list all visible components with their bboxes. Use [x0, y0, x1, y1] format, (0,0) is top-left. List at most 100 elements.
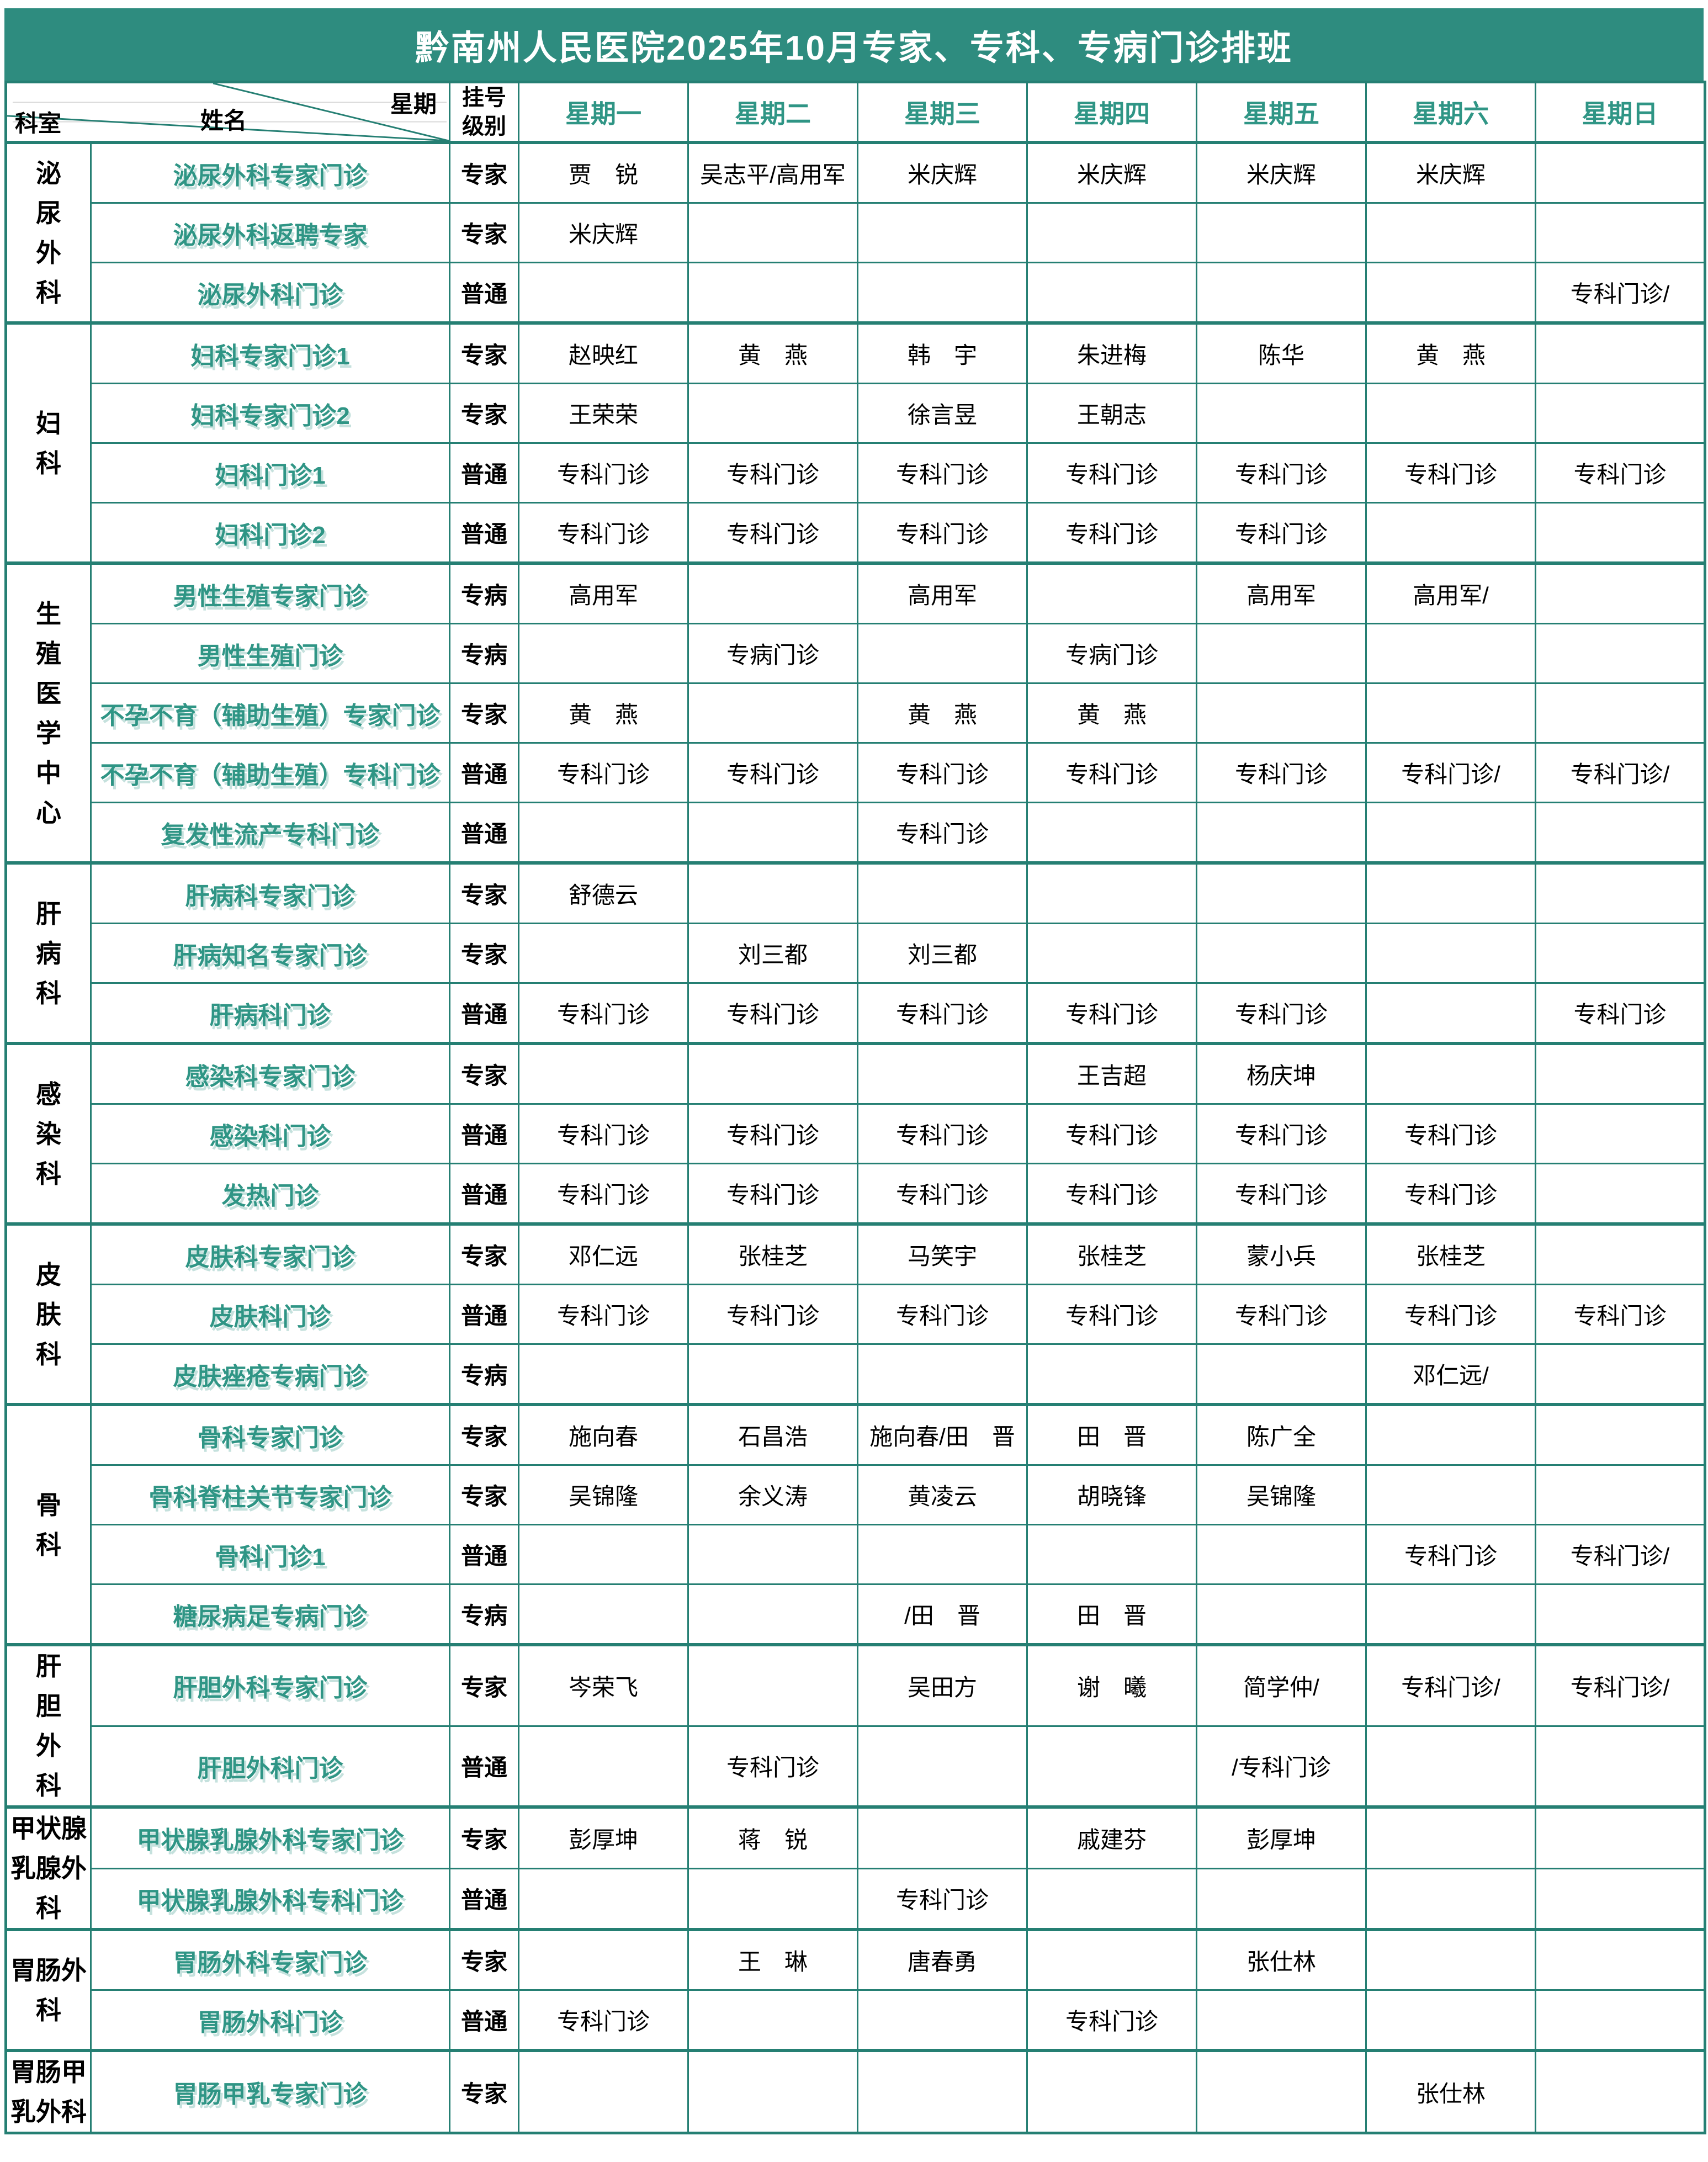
- schedule-cell: 专科门诊/: [1535, 262, 1706, 324]
- schedule-cell: [1365, 623, 1536, 684]
- schedule-cell: [1365, 202, 1536, 263]
- level-header-line: 级别: [462, 114, 506, 139]
- schedule-cell: 专科门诊: [1535, 1284, 1706, 1345]
- schedule-cell: [1196, 802, 1367, 864]
- schedule-cell: 专科门诊/: [1535, 1643, 1706, 1727]
- schedule-cell: [518, 1867, 689, 1931]
- table-row: 皮肤痤疮专病门诊 专病 邓仁远/: [6, 1343, 1706, 1406]
- schedule-cell: 专科门诊/: [1535, 1524, 1706, 1585]
- table-row: 糖尿病足专病门诊 专病/田 晋田 晋: [6, 1583, 1706, 1646]
- schedule-cell: [857, 262, 1028, 324]
- department-label-line: 肤: [36, 1300, 61, 1329]
- registration-level: 专家: [449, 1222, 519, 1285]
- schedule-cell: [1535, 1989, 1706, 2052]
- schedule-cell: 黄 燕: [1026, 682, 1197, 744]
- corner-week-label: 星期: [390, 91, 437, 117]
- day-header: 星期一: [518, 81, 689, 144]
- schedule-cell: [1535, 802, 1706, 864]
- department-label-line: 科: [36, 278, 61, 307]
- schedule-cell: 专科门诊: [687, 1284, 858, 1345]
- clinic-name: 甲状腺乳腺外科专科门诊: [90, 1867, 450, 1931]
- registration-level: 专家: [449, 682, 519, 744]
- page-title: 黔南州人民医院2025年10月专家、专科、专病门诊排班: [4, 8, 1704, 81]
- department-label: 肝病科: [5, 861, 92, 1045]
- schedule-cell: 专科门诊: [687, 442, 858, 504]
- schedule-cell: 专科门诊: [857, 1867, 1028, 1931]
- schedule-cell: 高用军: [518, 561, 689, 624]
- registration-level: 普通: [449, 1725, 519, 1808]
- schedule-cell: [1365, 861, 1536, 924]
- department-label-line: 病: [36, 939, 61, 968]
- schedule-cell: 彭厚坤: [518, 1805, 689, 1869]
- schedule-cell: 王吉超: [1026, 1042, 1197, 1105]
- schedule-cell: [1196, 923, 1367, 984]
- corner-name-label: 姓名: [200, 108, 247, 134]
- schedule-cell: [1365, 1042, 1536, 1105]
- day-header: 星期三: [857, 81, 1028, 144]
- schedule-cell: 专科门诊: [687, 1103, 858, 1164]
- table-row: 骨科门诊1 普通 专科门诊 专科门诊/: [6, 1524, 1706, 1585]
- registration-level: 普通: [449, 502, 519, 564]
- schedule-cell: 蒙小兵: [1196, 1222, 1367, 1285]
- schedule-cell: [1026, 2049, 1197, 2134]
- department-label-line: 肝: [36, 899, 61, 928]
- schedule-cell: [687, 802, 858, 864]
- schedule-cell: 专科门诊: [518, 502, 689, 564]
- table-row: 肝病科肝病科专家门诊 专家 舒德云: [5, 861, 1706, 1045]
- schedule-cell: [518, 1343, 689, 1406]
- schedule-cell: 贾 锐: [518, 141, 689, 204]
- schedule-cell: [1535, 141, 1706, 204]
- clinic-name: 骨科专家门诊: [90, 1403, 450, 1466]
- schedule-cell: 吴志平/高用军: [687, 141, 858, 204]
- table-row: 妇科门诊1 普通 专科门诊 专科门诊 专科门诊 专科门诊 专科门诊 专科门诊 专科门诊: [6, 442, 1706, 504]
- schedule-cell: 谢 曦: [1026, 1643, 1197, 1727]
- registration-level: 专家: [449, 1805, 519, 1869]
- schedule-cell: [1026, 1343, 1197, 1406]
- schedule-cell: [1196, 1989, 1367, 2052]
- table-row: 肝胆外科门诊 普通 专科门诊/专科门诊: [6, 1725, 1706, 1808]
- schedule-cell: [518, 802, 689, 864]
- table-row: 妇科专家门诊2 专家 王荣荣 徐言昱 王朝志: [6, 383, 1706, 444]
- clinic-name: 泌尿外科门诊: [90, 262, 450, 324]
- department-label-line: 乳外科: [10, 2097, 87, 2126]
- registration-level: 专家: [449, 1643, 519, 1727]
- schedule-cell: [1535, 1725, 1706, 1808]
- schedule-cell: [518, 1928, 689, 1991]
- table-row: 妇科妇科专家门诊1 专家 赵映红黄 燕韩 宇朱进梅 陈华黄 燕: [5, 321, 1706, 564]
- registration-level: 专家: [449, 1042, 519, 1105]
- day-header: 星期四: [1026, 81, 1197, 144]
- schedule-cell: [1026, 923, 1197, 984]
- table-row: 肝病知名专家门诊 专家 刘三都 刘三都: [6, 923, 1706, 984]
- table-row: 不孕不育（辅助生殖）专家门诊 专家黄 燕黄 燕黄 燕: [6, 682, 1706, 744]
- table-row: 感染科门诊 普通 专科门诊 专科门诊 专科门诊 专科门诊 专科门诊 专科门诊: [6, 1103, 1706, 1164]
- department-label-line: 甲状腺: [10, 1814, 87, 1843]
- registration-level: 普通: [449, 1989, 519, 2052]
- schedule-cell: [1026, 1928, 1197, 1991]
- schedule-cell: [687, 1989, 858, 2052]
- schedule-cell: 高用军: [1196, 561, 1367, 624]
- schedule-cell: 蒋 锐: [687, 1805, 858, 1869]
- clinic-name: 骨科脊柱关节专家门诊: [90, 1464, 450, 1525]
- schedule-cell: 杨庆坤: [1196, 1042, 1367, 1105]
- schedule-cell: 田 晋: [1026, 1583, 1197, 1646]
- table-row: 胃肠甲 乳外科 胃肠甲乳专家门诊 专家 张仕林: [5, 2049, 1706, 2134]
- schedule-cell: 专科门诊: [1026, 502, 1197, 564]
- clinic-name: 胃肠外科专家门诊: [90, 1928, 450, 1991]
- schedule-cell: 专科门诊: [518, 1163, 689, 1225]
- schedule-cell: 吴田方: [857, 1643, 1028, 1727]
- department-label-line: 胃肠甲: [10, 2058, 87, 2086]
- department-label: 胃肠外科: [5, 1928, 92, 2052]
- department-label-line: 骨: [36, 1490, 61, 1519]
- schedule-cell: 米庆辉: [518, 202, 689, 263]
- schedule-cell: [1196, 861, 1367, 924]
- schedule-cell: /田 晋: [857, 1583, 1028, 1646]
- schedule-cell: [1026, 1867, 1197, 1931]
- schedule-cell: 邓仁远: [518, 1222, 689, 1285]
- schedule-cell: [1535, 2049, 1706, 2134]
- schedule-cell: [1535, 1222, 1706, 1285]
- schedule-cell: [1365, 383, 1536, 444]
- registration-level: 专家: [449, 1403, 519, 1466]
- department-label-line: 中: [36, 758, 61, 787]
- clinic-name: 妇科专家门诊2: [90, 383, 450, 444]
- schedule-cell: 专科门诊/: [1365, 1643, 1536, 1727]
